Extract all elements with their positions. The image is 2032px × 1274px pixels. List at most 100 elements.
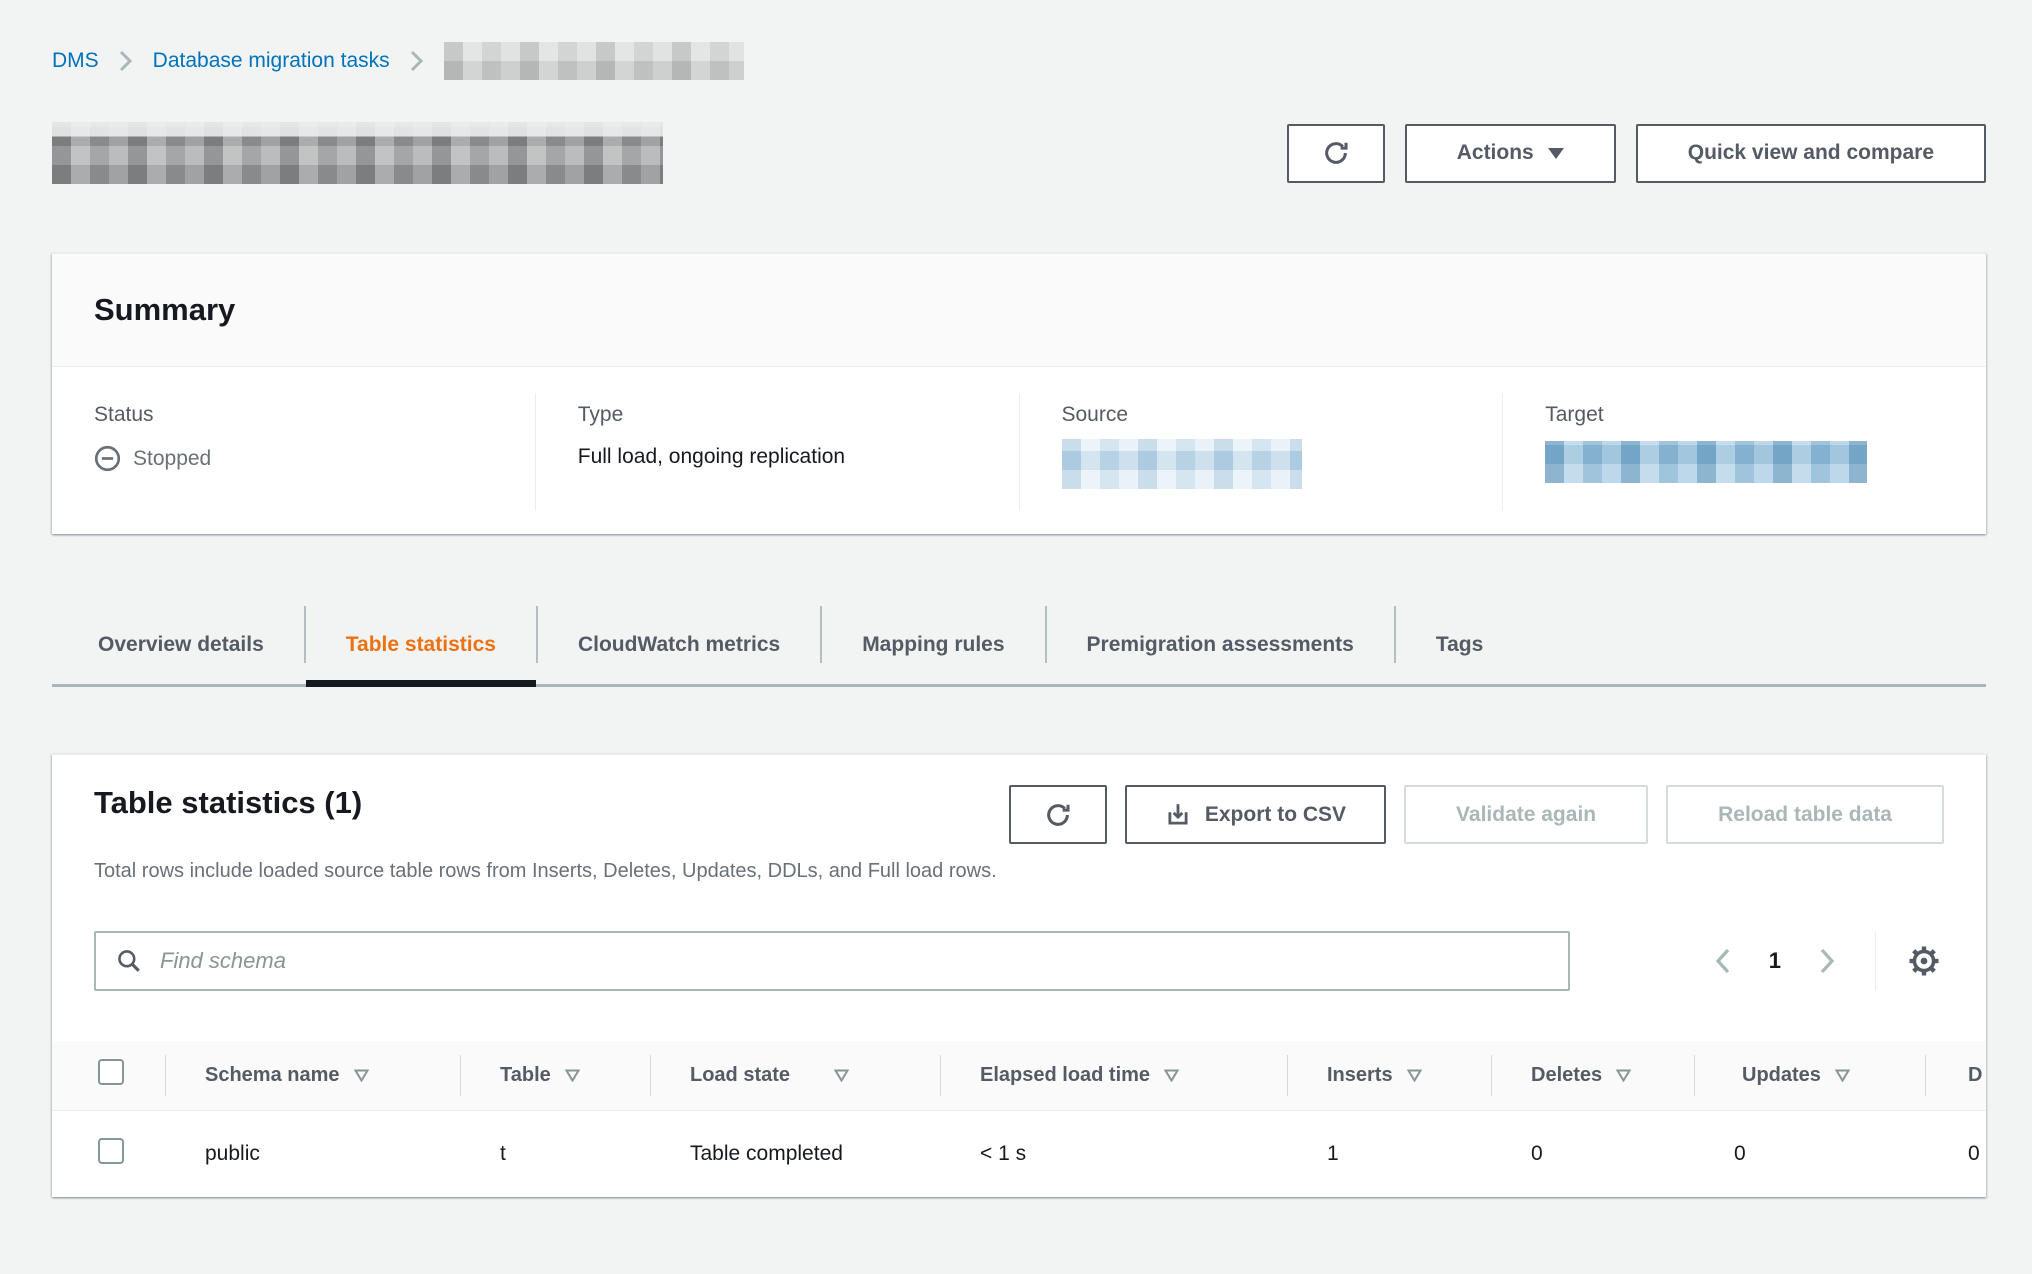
column-header-inserts[interactable]: Inserts [1287,1041,1491,1111]
summary-field-type: Type Full load, ongoing replication [536,367,1019,534]
cell-load-state: Table completed [650,1110,940,1197]
sort-icon [1616,1069,1632,1082]
caret-down-icon [1547,147,1564,159]
stopped-status-icon [94,445,121,472]
sort-icon [1164,1069,1180,1082]
search-icon [116,948,142,974]
tab-divider [820,606,823,663]
column-header-updates[interactable]: Updates [1694,1041,1925,1111]
select-all-checkbox[interactable] [98,1059,124,1086]
breadcrumb: DMS Database migration tasks [52,42,744,80]
reload-table-data-label: Reload table data [1718,802,1892,826]
breadcrumb-link-dms[interactable]: DMS [52,49,99,72]
reload-table-data-button[interactable]: Reload table data [1666,785,1944,844]
table-header-row: Schema name Table Load state Elapsed loa… [52,1041,1986,1111]
validate-again-label: Validate again [1456,802,1597,826]
download-icon [1165,802,1191,828]
quick-view-compare-label: Quick view and compare [1687,141,1934,164]
status-label: Status [94,403,154,426]
tab-label: Tags [1435,633,1484,656]
column-header-elapsed-load-time[interactable]: Elapsed load time [940,1041,1287,1111]
cell-schema-name: public [165,1110,460,1197]
sort-icon [353,1069,369,1082]
tab-mapping-rules[interactable]: Mapping rules [822,603,1044,687]
find-schema-input[interactable] [94,931,1570,991]
page-title-redacted [52,122,663,184]
pagination: 1 [1703,932,1944,990]
divider [1018,393,1020,511]
column-header-deletes[interactable]: Deletes [1491,1041,1694,1111]
type-value: Full load, ongoing replication [577,445,846,468]
divider [534,393,536,511]
next-page-button[interactable] [1807,936,1847,986]
table-statistics-table: Schema name Table Load state Elapsed loa… [52,1041,1986,1197]
export-to-csv-button[interactable]: Export to CSV [1124,785,1387,844]
breadcrumb-current-redacted [443,42,744,80]
tab-label: Table statistics [345,633,496,656]
tab-cloudwatch-metrics[interactable]: CloudWatch metrics [538,603,820,687]
tab-premigration-assessments[interactable]: Premigration assessments [1047,603,1394,687]
tab-bar: Overview details Table statistics CloudW… [52,603,1986,687]
table-actions: Export to CSV Validate again Reload tabl… [1008,785,1944,844]
type-label: Type [577,403,624,426]
status-badge: Stopped [133,446,212,470]
row-checkbox[interactable] [98,1137,124,1164]
summary-fields: Status Stopped Type Full load, ongoing r… [52,367,1986,534]
cell-table: t [460,1110,650,1197]
quick-view-compare-button[interactable]: Quick view and compare [1635,123,1986,183]
column-label: Elapsed load time [980,1063,1151,1086]
sort-icon [834,1069,850,1082]
actions-menu-label: Actions [1456,141,1534,164]
table-settings-button[interactable] [1904,936,1944,986]
column-header-schema-name[interactable]: Schema name [165,1041,460,1111]
tab-tags[interactable]: Tags [1396,603,1523,687]
page-header-actions: Actions Quick view and compare [1286,123,1986,183]
summary-panel: Summary Status Stopped Type Full load, o… [52,253,1986,534]
tab-divider [1044,606,1047,663]
table-statistics-title: Table statistics (1) [94,785,363,820]
gear-icon [1908,945,1940,977]
column-label: Schema name [205,1063,340,1086]
breadcrumb-link-tasks[interactable]: Database migration tasks [152,49,390,72]
sort-icon [1406,1069,1422,1082]
refresh-task-button[interactable] [1286,123,1385,183]
column-header-load-state[interactable]: Load state [650,1041,940,1111]
sort-icon [564,1069,580,1082]
cell-inserts: 1 [1287,1110,1491,1197]
refresh-icon [1322,139,1350,167]
target-label: Target [1545,403,1604,426]
cell-updates: 0 [1694,1110,1925,1197]
column-label: D [1968,1063,1983,1086]
column-header-ddls-clipped[interactable]: D [1925,1041,1986,1111]
tab-table-statistics[interactable]: Table statistics [305,603,537,687]
page-header: Actions Quick view and compare [52,122,1986,184]
tab-label: CloudWatch metrics [577,633,781,656]
chevron-right-icon [119,50,133,72]
tab-label: Mapping rules [862,633,1005,656]
table-row[interactable]: public t Table completed < 1 s 1 0 0 0 [52,1110,1986,1197]
column-label: Deletes [1531,1063,1603,1086]
source-endpoint-link-redacted[interactable] [1061,439,1302,489]
actions-menu-button[interactable]: Actions [1404,123,1616,183]
target-endpoint-link-redacted[interactable] [1545,441,1868,483]
column-header-table[interactable]: Table [460,1041,650,1111]
validate-again-button[interactable]: Validate again [1404,785,1649,844]
summary-header: Summary [52,254,1986,367]
divider [1502,393,1504,511]
tab-divider [303,606,306,663]
summary-field-target: Target [1503,367,1986,534]
summary-field-status: Status Stopped [52,367,535,534]
column-label: Inserts [1327,1063,1393,1086]
tab-overview-details[interactable]: Overview details [52,603,304,687]
tab-label: Overview details [98,633,264,656]
export-to-csv-label: Export to CSV [1204,802,1347,826]
source-label: Source [1061,403,1129,426]
table-statistics-description: Total rows include loaded source table r… [94,860,997,882]
column-label: Updates [1742,1063,1821,1086]
refresh-icon [1044,801,1072,829]
summary-title: Summary [94,292,236,327]
refresh-table-button[interactable] [1008,785,1107,844]
chevron-right-icon [410,50,424,72]
previous-page-button[interactable] [1703,936,1743,986]
